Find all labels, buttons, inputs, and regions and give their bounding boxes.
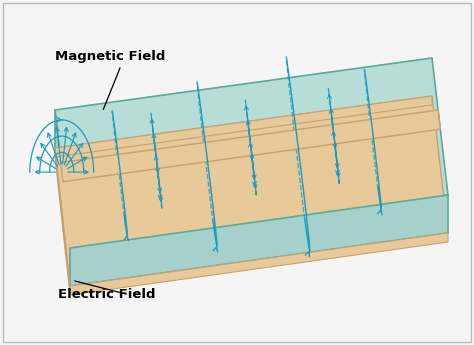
Polygon shape (55, 148, 70, 295)
Polygon shape (70, 233, 448, 295)
Polygon shape (70, 195, 448, 286)
Text: Magnetic Field: Magnetic Field (55, 50, 165, 63)
Polygon shape (61, 110, 440, 182)
Polygon shape (55, 96, 432, 157)
Text: Electric Field: Electric Field (58, 288, 155, 301)
Polygon shape (55, 110, 70, 286)
Polygon shape (55, 58, 448, 248)
Polygon shape (55, 96, 448, 286)
